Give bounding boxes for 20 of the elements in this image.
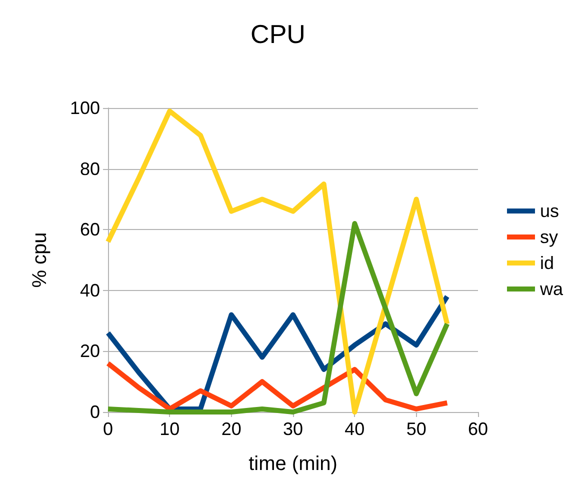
chart-title: CPU [250,19,306,49]
x-tick-label: 20 [221,419,242,439]
x-tick-label: 60 [468,419,488,439]
x-axis-title: time (min) [248,453,338,475]
x-tick-label: 40 [344,419,365,439]
legend-label: us [540,201,560,221]
y-tick-label: 60 [80,220,100,240]
x-tick-label: 30 [282,419,304,439]
legend-label: wa [538,279,564,299]
y-axis-title: % cpu [29,232,51,288]
y-tick-label: 40 [80,280,100,300]
legend-label: sy [540,227,558,247]
x-tick-label: 10 [160,419,180,439]
y-tick-label: 80 [80,158,100,179]
y-tick-label: 100 [70,98,100,118]
x-tick-label: 50 [406,419,426,439]
legend-label: id [540,253,554,273]
y-tick-label: 20 [80,341,100,362]
y-tick-label: 0 [90,402,100,422]
x-tick-label: 0 [102,419,114,439]
